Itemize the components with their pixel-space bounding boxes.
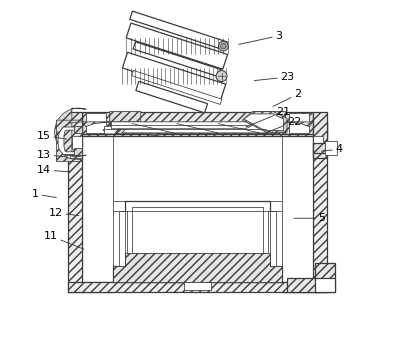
Polygon shape (314, 279, 335, 292)
Polygon shape (132, 70, 222, 104)
Polygon shape (103, 125, 170, 136)
Polygon shape (125, 253, 270, 266)
Bar (125, 201, 270, 266)
Polygon shape (130, 11, 228, 50)
Polygon shape (289, 112, 309, 133)
Polygon shape (68, 111, 327, 136)
Polygon shape (115, 122, 280, 134)
Text: 11: 11 (44, 231, 84, 249)
Text: 13: 13 (37, 150, 67, 160)
Polygon shape (282, 122, 327, 292)
Polygon shape (60, 151, 82, 158)
Text: 15: 15 (37, 130, 67, 141)
Polygon shape (126, 23, 228, 69)
Polygon shape (133, 42, 220, 77)
Text: 14: 14 (37, 165, 70, 175)
Polygon shape (72, 136, 82, 150)
Polygon shape (82, 111, 313, 134)
Polygon shape (242, 111, 287, 132)
Polygon shape (105, 126, 266, 134)
Polygon shape (239, 122, 284, 132)
Polygon shape (287, 263, 335, 292)
Polygon shape (55, 108, 86, 156)
Bar (73, 149, 82, 155)
Text: 21: 21 (246, 107, 291, 127)
Polygon shape (325, 141, 337, 154)
Polygon shape (113, 266, 282, 282)
Circle shape (218, 41, 228, 51)
Bar (73, 126, 82, 133)
Polygon shape (82, 111, 110, 134)
Polygon shape (122, 124, 273, 133)
Polygon shape (82, 111, 141, 127)
Polygon shape (113, 253, 282, 282)
Circle shape (220, 43, 226, 49)
Bar (184, 282, 211, 290)
Bar (269, 211, 276, 266)
Text: 1: 1 (32, 189, 56, 199)
Text: 23: 23 (254, 72, 294, 82)
Polygon shape (136, 81, 207, 113)
Polygon shape (111, 122, 252, 129)
Bar (132, 207, 263, 260)
Bar (179, 266, 216, 282)
Polygon shape (68, 282, 327, 292)
Polygon shape (56, 120, 82, 132)
Polygon shape (58, 127, 82, 154)
Text: 4: 4 (322, 144, 342, 154)
Polygon shape (68, 111, 82, 153)
Text: 3: 3 (239, 31, 282, 44)
Polygon shape (313, 111, 327, 158)
Text: 12: 12 (49, 208, 79, 218)
Polygon shape (56, 154, 70, 160)
Polygon shape (244, 114, 284, 130)
Bar (119, 211, 126, 266)
Polygon shape (68, 122, 113, 292)
Text: 5: 5 (294, 213, 325, 223)
Text: 2: 2 (273, 89, 301, 107)
Polygon shape (86, 112, 106, 133)
Circle shape (216, 70, 227, 82)
Polygon shape (285, 111, 313, 134)
Text: 22: 22 (263, 117, 301, 134)
Polygon shape (254, 111, 313, 127)
Polygon shape (56, 132, 82, 161)
Polygon shape (313, 136, 323, 150)
Polygon shape (313, 143, 335, 153)
Polygon shape (113, 122, 282, 127)
Polygon shape (122, 52, 226, 100)
